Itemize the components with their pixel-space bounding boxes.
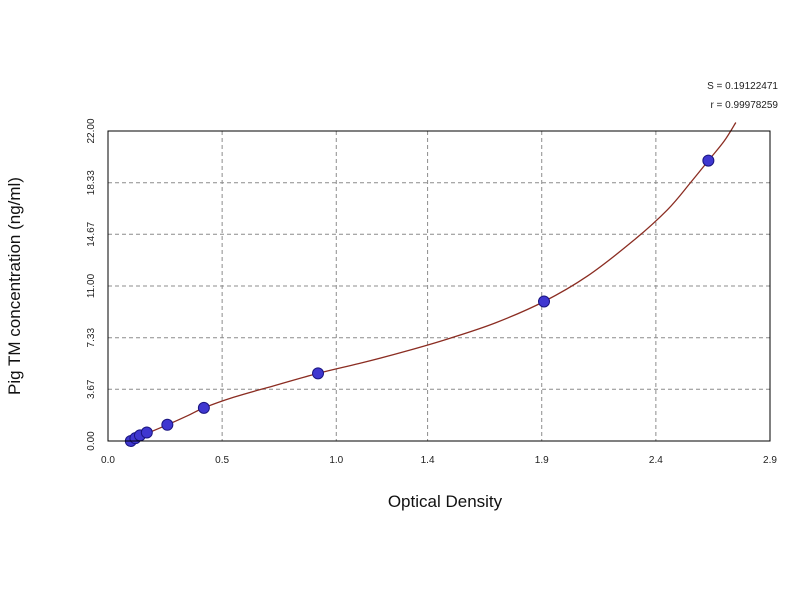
data-point — [312, 367, 325, 380]
stats-r-value: r = 0.99978259 — [710, 100, 778, 111]
x-tick-label: 2.9 — [763, 455, 777, 466]
fit-curve — [129, 122, 737, 441]
fit-curve-layer — [129, 122, 737, 441]
y-tick-label: 7.33 — [86, 328, 97, 348]
y-tick-labels: 0.00 3.67 7.33 11.00 14.67 18.33 22.00 — [86, 118, 97, 451]
x-tick-label: 0.0 — [101, 455, 115, 466]
y-tick-label: 22.00 — [86, 118, 97, 143]
x-tick-label: 1.0 — [329, 455, 343, 466]
y-tick-label: 18.33 — [86, 170, 97, 195]
y-tick-label: 0.00 — [86, 431, 97, 451]
data-point — [702, 154, 715, 167]
stats-s-value: S = 0.19122471 — [707, 81, 778, 92]
y-axis-title: Pig TM concentration (ng/ml) — [5, 177, 24, 395]
x-tick-label: 1.4 — [421, 455, 435, 466]
x-axis-title: Optical Density — [388, 492, 503, 511]
data-point — [197, 401, 210, 414]
grid-lines — [108, 131, 770, 441]
x-tick-labels: 0.0 0.5 1.0 1.4 1.9 2.4 2.9 — [101, 455, 777, 466]
data-point — [140, 426, 153, 439]
y-tick-label: 3.67 — [86, 379, 97, 399]
plot-frame — [107, 130, 771, 442]
x-tick-label: 1.9 — [535, 455, 549, 466]
x-tick-label: 2.4 — [649, 455, 663, 466]
data-point — [538, 295, 551, 308]
x-tick-label: 0.5 — [215, 455, 229, 466]
data-point — [161, 418, 174, 431]
y-tick-label: 14.67 — [86, 221, 97, 246]
y-tick-label: 11.00 — [86, 273, 97, 298]
